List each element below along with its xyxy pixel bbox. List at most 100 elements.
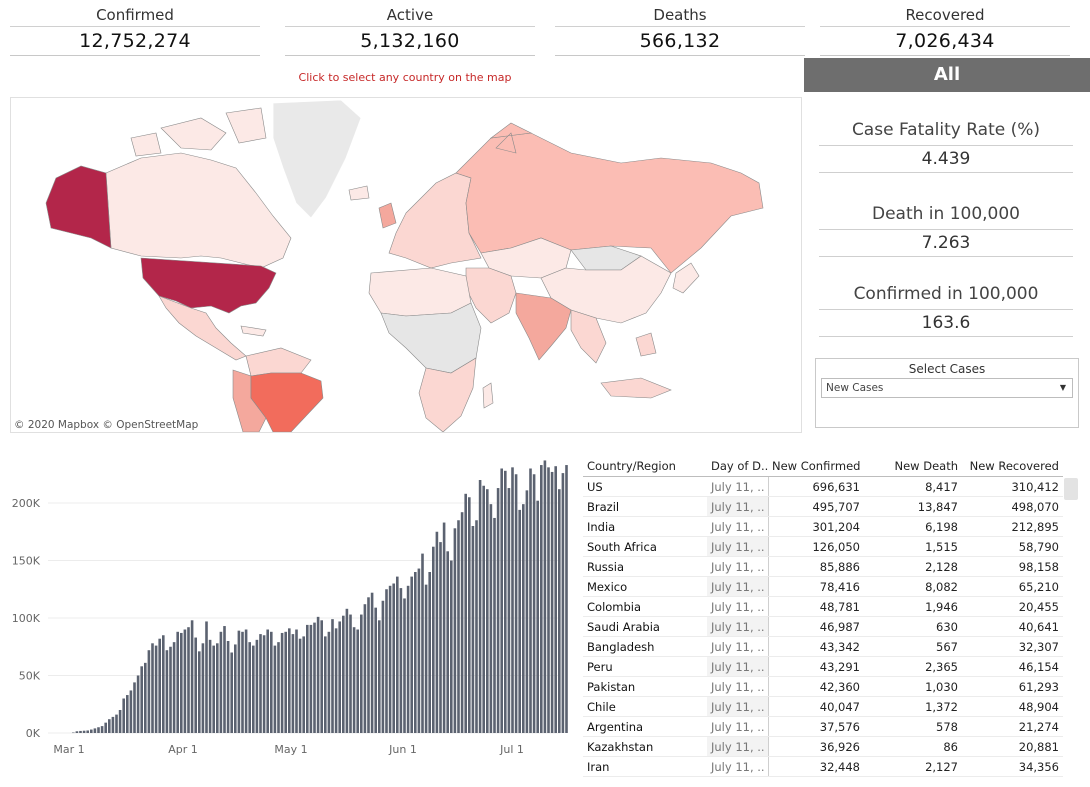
chart-bar[interactable] [118, 710, 122, 733]
chart-bar[interactable] [507, 488, 511, 733]
chart-bar[interactable] [399, 588, 403, 733]
chart-bar[interactable] [75, 731, 79, 733]
chart-bar[interactable] [536, 500, 539, 733]
chart-bar[interactable] [540, 465, 543, 733]
chart-bar[interactable] [104, 722, 107, 733]
chart-bar[interactable] [550, 471, 554, 733]
chart-bar[interactable] [129, 690, 133, 733]
chart-bar[interactable] [367, 597, 370, 733]
chart-bar[interactable] [406, 585, 410, 733]
chart-bar[interactable] [565, 465, 568, 733]
map-region-philippines[interactable] [635, 332, 657, 357]
chart-bar[interactable] [270, 631, 273, 733]
chart-bar[interactable] [313, 622, 316, 733]
chart-bar[interactable] [309, 624, 313, 733]
chart-bar[interactable] [237, 630, 241, 733]
chart-bar[interactable] [176, 631, 179, 733]
chart-bar[interactable] [147, 650, 151, 733]
chart-bar[interactable] [302, 636, 305, 733]
table-row[interactable]: Colombia July 11, .. 48,781 1,946 20,455 [583, 596, 1063, 617]
map-region-caribbean[interactable] [240, 325, 267, 337]
table-scrollbar-thumb[interactable] [1064, 478, 1078, 500]
chart-bar[interactable] [414, 572, 417, 733]
map-country-iceland[interactable] [348, 185, 370, 201]
map-country-russia[interactable] [455, 132, 764, 274]
chart-bar[interactable] [205, 621, 208, 733]
chart-bar[interactable] [385, 589, 388, 733]
chart-bar[interactable] [349, 614, 352, 733]
chart-bar[interactable] [234, 644, 237, 733]
chart-bar[interactable] [72, 732, 75, 734]
chart-bar[interactable] [259, 634, 262, 733]
map-country-japan[interactable] [672, 262, 700, 294]
chart-bar[interactable] [324, 636, 327, 733]
chart-bar[interactable] [460, 512, 464, 733]
chart-bar[interactable] [378, 620, 381, 733]
chart-bar[interactable] [244, 629, 248, 734]
chart-bar[interactable] [151, 643, 154, 733]
map-region-indonesia[interactable] [600, 377, 672, 399]
table-row[interactable]: Mexico July 11, .. 78,416 8,082 65,210 [583, 576, 1063, 597]
chart-bar[interactable] [496, 488, 500, 733]
chart-bar[interactable] [424, 584, 428, 733]
chart-bar[interactable] [345, 608, 349, 733]
chart-bar[interactable] [201, 643, 205, 733]
chart-bar[interactable] [277, 642, 280, 733]
chart-bar[interactable] [363, 604, 367, 733]
chart-bar[interactable] [111, 716, 115, 733]
map-country-alaska[interactable] [45, 165, 112, 249]
chart-bar[interactable] [255, 639, 259, 733]
chart-bar[interactable] [122, 698, 125, 734]
chart-bar[interactable] [108, 719, 111, 733]
chart-bar[interactable] [532, 474, 536, 733]
chart-bar[interactable] [115, 714, 118, 733]
chart-bar[interactable] [241, 631, 244, 733]
chart-bar[interactable] [90, 729, 93, 733]
chart-bar[interactable] [183, 629, 187, 734]
map-country-greenland[interactable] [272, 99, 362, 219]
chart-bar[interactable] [180, 632, 183, 733]
chart-bar[interactable] [97, 727, 100, 733]
chart-bar[interactable] [396, 576, 399, 733]
chart-bar[interactable] [518, 509, 521, 733]
chart-bar[interactable] [529, 468, 532, 734]
chart-bar[interactable] [370, 592, 374, 733]
map-region-arctic-islands[interactable] [130, 107, 267, 157]
chart-bar[interactable] [295, 629, 298, 734]
chart-bar[interactable] [291, 634, 295, 733]
map-country-canada[interactable] [105, 152, 292, 269]
col-header-new-recovered[interactable]: New Recovered [962, 456, 1063, 477]
chart-bar[interactable] [410, 576, 413, 733]
chart-bar[interactable] [126, 695, 129, 733]
chart-bar[interactable] [162, 635, 165, 733]
chart-bar[interactable] [140, 666, 143, 733]
world-map[interactable]: © 2020 Mapbox © OpenStreetMap [10, 97, 802, 433]
table-row[interactable]: US July 11, .. 696,631 8,417 310,412 [583, 476, 1063, 497]
chart-bar[interactable] [320, 620, 323, 733]
chart-bar[interactable] [165, 650, 169, 733]
chart-bar[interactable] [342, 615, 345, 733]
chart-bar[interactable] [226, 641, 230, 733]
chart-bar[interactable] [288, 628, 291, 733]
chart-bar[interactable] [230, 652, 233, 734]
chart-bar[interactable] [493, 517, 496, 733]
chart-bar[interactable] [504, 470, 507, 733]
map-region-europe[interactable] [388, 172, 482, 269]
chart-bar[interactable] [158, 638, 161, 733]
col-header-date[interactable]: Day of D.. [707, 456, 768, 477]
chart-bar[interactable] [212, 645, 215, 733]
chart-bar[interactable] [543, 460, 547, 733]
chart-bar[interactable] [208, 639, 212, 733]
chart-bar[interactable] [331, 619, 334, 733]
chart-bar[interactable] [327, 631, 331, 733]
col-header-new-death[interactable]: New Death [864, 456, 962, 477]
map-country-usa[interactable] [140, 257, 277, 314]
chart-bar[interactable] [482, 485, 485, 733]
table-row[interactable]: Saudi Arabia July 11, .. 46,987 630 40,641 [583, 616, 1063, 637]
map-region-southern-africa[interactable] [418, 357, 477, 432]
table-row[interactable]: India July 11, .. 301,204 6,198 212,895 [583, 516, 1063, 537]
chart-bar[interactable] [93, 728, 97, 733]
chart-bar[interactable] [194, 637, 197, 733]
chart-bar[interactable] [273, 645, 277, 733]
chart-bar[interactable] [428, 572, 431, 733]
